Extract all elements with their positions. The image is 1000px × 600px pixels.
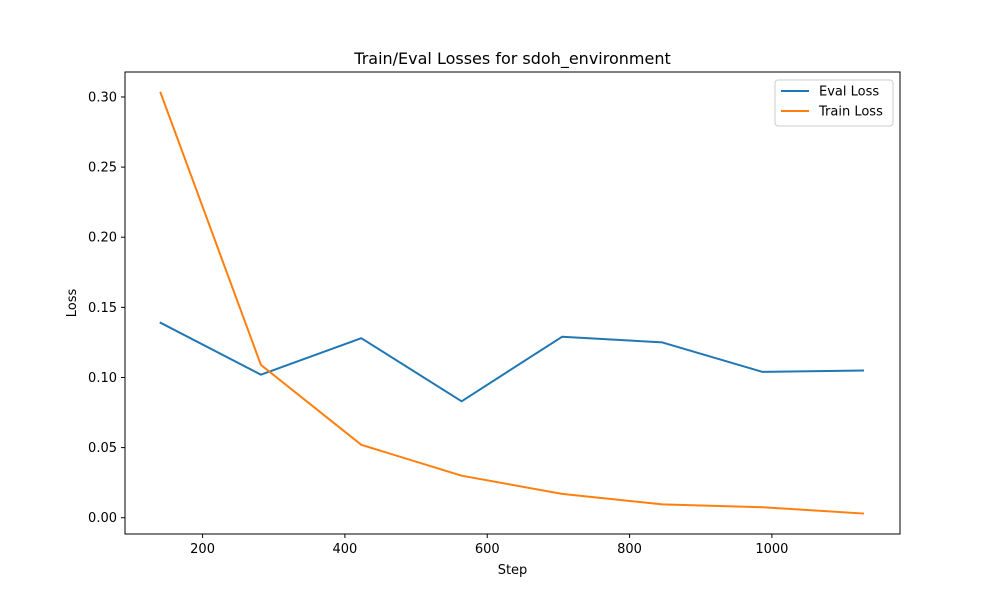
plot-area — [124, 71, 901, 535]
x-tick-label: 1000 — [755, 542, 788, 557]
y-tick-label: 0.05 — [88, 441, 117, 456]
x-tick-label: 800 — [617, 542, 642, 557]
series-line-eval-loss — [159, 321, 865, 403]
x-tick-label: 600 — [475, 542, 500, 557]
legend-label: Train Loss — [818, 105, 883, 120]
series-line-train-loss — [159, 91, 865, 515]
x-tick-label: 400 — [332, 542, 357, 557]
y-axis-ticks: 0.00 0.05 0.10 0.15 0.20 0.25 0.30 — [88, 90, 125, 526]
y-tick-label: 0.25 — [88, 161, 117, 176]
x-axis-ticks: 200 400 600 800 1000 — [190, 534, 788, 557]
y-tick-label: 0.20 — [88, 231, 117, 246]
legend: Eval Loss Train Loss — [774, 79, 894, 127]
x-tick-label: 200 — [190, 542, 215, 557]
y-axis-label: Loss — [65, 289, 80, 318]
series-lines — [159, 91, 865, 515]
y-tick-label: 0.30 — [88, 90, 117, 105]
chart-title: Train/Eval Losses for sdoh_environment — [353, 49, 670, 69]
y-tick-label: 0.10 — [88, 371, 117, 386]
x-axis-label: Step — [498, 563, 528, 578]
y-tick-label: 0.15 — [88, 301, 117, 316]
y-tick-label: 0.00 — [88, 511, 117, 526]
legend-label: Eval Loss — [819, 85, 879, 100]
